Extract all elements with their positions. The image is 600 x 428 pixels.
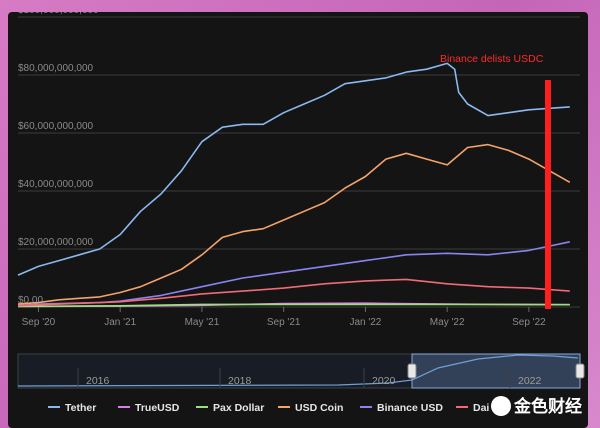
navigator-tick-label: 2018: [228, 375, 252, 387]
watermark: 金色财经: [491, 396, 582, 417]
y-tick-label: $80,000,000,000: [18, 63, 94, 74]
x-tick-label: May '22: [430, 317, 465, 328]
series-line-usd-coin: [17, 143, 571, 305]
navigator-track: [17, 353, 581, 389]
legend-label: Tether: [65, 402, 96, 414]
legend-label: Dai: [473, 402, 489, 414]
legend-item-usd-coin[interactable]: USD Coin: [278, 402, 343, 414]
x-tick-label: Sep '20: [22, 317, 56, 328]
y-tick-label: $0.00: [18, 295, 43, 306]
legend-item-binance-usd[interactable]: Binance USD: [360, 402, 443, 414]
navigator-handle[interactable]: [407, 363, 417, 379]
legend-label: Pax Dollar: [213, 402, 264, 414]
y-tick-label: $40,000,000,000: [18, 179, 94, 190]
grid-lines: [18, 16, 580, 308]
x-axis-ticks: Sep '20 Jan '21 May '21 Sep '21 Jan '22 May '…: [22, 307, 546, 328]
x-tick-label: Jan '22: [349, 317, 381, 328]
legend-item-dai[interactable]: Dai: [456, 402, 489, 414]
legend-label: TrueUSD: [135, 402, 180, 414]
legend-item-pax-dollar[interactable]: Pax Dollar: [196, 402, 264, 414]
navigator-tick-label: 2016: [86, 375, 110, 387]
legend-item-tether[interactable]: Tether: [48, 402, 96, 414]
watermark-text: 金色财经: [513, 396, 582, 417]
navigator-tick-label: 2020: [372, 375, 396, 387]
navigator-tick-label: 2022: [518, 375, 542, 387]
annotation-label: Binance delists USDC: [440, 53, 544, 65]
x-tick-label: Sep '21: [267, 317, 301, 328]
x-tick-label: May '21: [185, 317, 220, 328]
series-line-pax-dollar: [17, 303, 570, 308]
range-navigator[interactable]: 2016 2018 2020 2022: [17, 353, 585, 389]
y-tick-label: $20,000,000,000: [18, 237, 94, 248]
series-line-tether: [17, 62, 570, 276]
series-line-dai: [17, 278, 570, 307]
chart-card: $0.00 $20,000,000,000 $40,000,000,000 $60,0…: [8, 12, 588, 428]
x-tick-label: Jan '21: [104, 317, 136, 328]
y-axis-ticks: $0.00 $20,000,000,000 $40,000,000,000 $60,0…: [18, 12, 99, 306]
x-tick-label: Sep '22: [512, 317, 546, 328]
legend-item-trueusd[interactable]: TrueUSD: [118, 402, 180, 414]
legend[interactable]: Tether TrueUSD Pax Dollar USD Coin Binance U…: [48, 402, 489, 414]
series-lines: [17, 62, 571, 308]
navigator-selection[interactable]: [411, 353, 581, 389]
legend-label: USD Coin: [295, 402, 343, 414]
annotation: Binance delists USDC: [440, 53, 551, 309]
y-tick-label: $60,000,000,000: [18, 121, 94, 132]
legend-label: Binance USD: [377, 402, 443, 414]
navigator-preview-line: [17, 354, 579, 387]
stablecoin-supply-chart: $0.00 $20,000,000,000 $40,000,000,000 $60,0…: [17, 12, 585, 417]
navigator-handle[interactable]: [575, 363, 585, 379]
y-tick-label: $100,000,000,000: [18, 12, 99, 16]
